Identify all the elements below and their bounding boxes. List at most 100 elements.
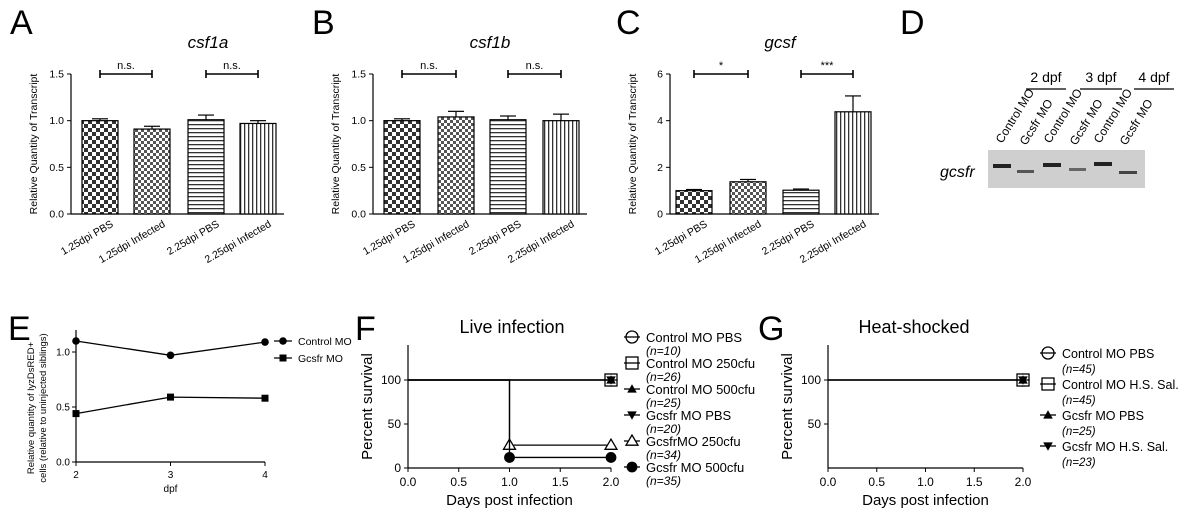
c-bar-4 bbox=[834, 111, 872, 215]
a-y-tick-label: 1.0 bbox=[49, 115, 64, 127]
f-y-tick-label: 100 bbox=[381, 373, 401, 387]
b-chart-title: csf1b bbox=[470, 33, 511, 52]
f-legend-n-1: (n=10) bbox=[646, 344, 681, 358]
f-legend-label-4: Gcsfr MO PBS bbox=[646, 408, 732, 423]
f-x-tick-label: 0.0 bbox=[400, 475, 417, 489]
gel-image bbox=[988, 150, 1145, 188]
f-legend-marker-3 bbox=[627, 384, 637, 393]
panel-letter-e: E bbox=[8, 310, 31, 348]
g-chart-title: Heat-shocked bbox=[858, 317, 969, 337]
panel-f-survival-chart: Live infection 0 50 100 0.0 0.5 1.0 1.5 2.0 Days … bbox=[359, 317, 755, 509]
g-y-axis-label: Percent survival bbox=[779, 353, 796, 460]
panel-g-survival-chart: Heat-shocked 50 100 0.0 0.5 1.0 1.5 2.0 Days pos… bbox=[779, 317, 1179, 509]
a-y-tick-label: 0.0 bbox=[49, 209, 64, 221]
c-significance-label-1: * bbox=[719, 60, 724, 72]
panel-a-bar-chart: csf1a Relative Quantity of Transcript 0.0 0… bbox=[28, 33, 284, 266]
e-y-axis-label-line1: Relative quantity of lyzDsRED+ bbox=[26, 341, 37, 474]
a-y-axis-label: Relative Quantity of Transcript bbox=[28, 74, 40, 215]
b-y-tick-label: 0.0 bbox=[351, 209, 366, 221]
f-x-axis-label: Days post infection bbox=[446, 492, 573, 509]
b-y-tick-label: 1.0 bbox=[351, 115, 366, 127]
g-x-tick-label: 0.0 bbox=[820, 475, 837, 489]
g-x-tick-label: 2.0 bbox=[1015, 475, 1032, 489]
a-bar-2 bbox=[133, 128, 171, 215]
panel-letter-b: B bbox=[312, 4, 335, 42]
f-legend-n-3: (n=25) bbox=[646, 396, 681, 410]
g-y-tick-label: 100 bbox=[801, 373, 821, 387]
timepoint-label-3dpf: 3 dpf bbox=[1085, 69, 1116, 85]
g-x-tick-label: 0.5 bbox=[868, 475, 885, 489]
e-y-axis-label-line2: cells (relative to uninjected siblings) bbox=[38, 333, 49, 482]
e-point-1-1 bbox=[72, 337, 80, 345]
e-x-axis-label: dpf bbox=[164, 484, 178, 495]
e-legend-marker-2 bbox=[279, 354, 287, 362]
c-significance-label-2: *** bbox=[821, 60, 835, 72]
e-x-tick-label: 3 bbox=[168, 470, 174, 481]
a-bar-4 bbox=[239, 122, 277, 215]
f-x-tick-label: 1.0 bbox=[501, 475, 518, 489]
panel-e-line-chart: 0.0 0.5 1.0 2 3 4 dpf Relative quantity of lyzD… bbox=[26, 330, 352, 495]
gel-band-5 bbox=[1094, 162, 1112, 166]
gel-band-1 bbox=[993, 164, 1011, 168]
f-legend-marker-5 bbox=[624, 433, 640, 446]
e-point-2-1 bbox=[72, 410, 80, 418]
f-chart-title: Live infection bbox=[459, 317, 564, 337]
c-bar-3 bbox=[782, 189, 820, 215]
a-y-tick-label: 1.5 bbox=[49, 69, 64, 81]
c-y-tick-label: 4 bbox=[657, 115, 663, 127]
g-legend-marker-4 bbox=[1043, 442, 1053, 451]
panel-letter-a: A bbox=[10, 4, 33, 42]
f-x-tick-label: 2.0 bbox=[603, 475, 620, 489]
a-chart-title: csf1a bbox=[188, 33, 229, 52]
c-bar-1 bbox=[675, 190, 713, 215]
g-legend-n-3: (n=25) bbox=[1062, 426, 1096, 438]
g-x-tick-label: 1.0 bbox=[917, 475, 934, 489]
a-significance-label-1: n.s. bbox=[117, 60, 135, 72]
c-y-axis-label: Relative Quantity of Transcript bbox=[627, 74, 639, 215]
f-x-tick-label: 0.5 bbox=[450, 475, 467, 489]
g-legend-label-1: Control MO PBS bbox=[1062, 347, 1154, 361]
e-legend-label-2: Gcsfr MO bbox=[298, 353, 343, 365]
f-legend-label-6: Gcsfr MO 500cfu bbox=[646, 460, 744, 475]
e-x-tick-label: 4 bbox=[262, 470, 268, 481]
f-legend-marker-6 bbox=[626, 461, 638, 473]
f-series-line-6 bbox=[408, 379, 611, 459]
f-legend-n-6: (n=35) bbox=[646, 474, 681, 488]
c-y-tick-label: 2 bbox=[657, 162, 663, 174]
timepoint-label-4dpf: 4 dpf bbox=[1138, 69, 1169, 85]
f-legend-n-5: (n=34) bbox=[646, 448, 681, 462]
b-significance-label-1: n.s. bbox=[420, 60, 438, 72]
b-significance-label-2: n.s. bbox=[526, 60, 544, 72]
f-legend-label-1: Control MO PBS bbox=[646, 330, 742, 345]
a-significance-label-2: n.s. bbox=[223, 60, 241, 72]
gel-band-3 bbox=[1043, 163, 1061, 167]
panel-letter-f: F bbox=[355, 310, 376, 348]
g-legend-n-2: (n=45) bbox=[1062, 395, 1096, 407]
f-legend-n-4: (n=20) bbox=[646, 422, 681, 436]
a-bar-1 bbox=[81, 120, 119, 215]
e-point-1-2 bbox=[166, 351, 175, 360]
g-y-tick-label: 50 bbox=[808, 417, 822, 431]
e-point-2-2 bbox=[167, 393, 174, 401]
g-legend-label-3: Gcsfr MO PBS bbox=[1062, 409, 1144, 423]
g-legend-label-2: Control MO H.S. Sal. bbox=[1062, 378, 1179, 392]
f-series-end-marker-5 bbox=[603, 437, 619, 450]
panel-letter-c: C bbox=[616, 4, 641, 42]
a-bar-3 bbox=[187, 119, 225, 215]
f-y-tick-label: 0 bbox=[394, 461, 401, 475]
gel-band-6 bbox=[1119, 171, 1137, 174]
b-y-tick-label: 0.5 bbox=[351, 162, 366, 174]
b-y-axis-label: Relative Quantity of Transcript bbox=[330, 74, 342, 215]
c-chart-title: gcsf bbox=[764, 33, 797, 52]
f-series-step-marker-6 bbox=[504, 452, 515, 463]
f-legend-marker-4 bbox=[627, 411, 637, 420]
c-bar-2 bbox=[729, 181, 767, 215]
g-legend-n-1: (n=45) bbox=[1062, 364, 1096, 376]
b-bar-4 bbox=[542, 120, 580, 215]
e-legend-marker-1 bbox=[279, 337, 287, 345]
g-legend-label-4: Gcsfr MO H.S. Sal. bbox=[1062, 440, 1168, 454]
e-point-2-3 bbox=[261, 394, 269, 402]
f-legend-label-2: Control MO 250cfu bbox=[646, 356, 755, 371]
